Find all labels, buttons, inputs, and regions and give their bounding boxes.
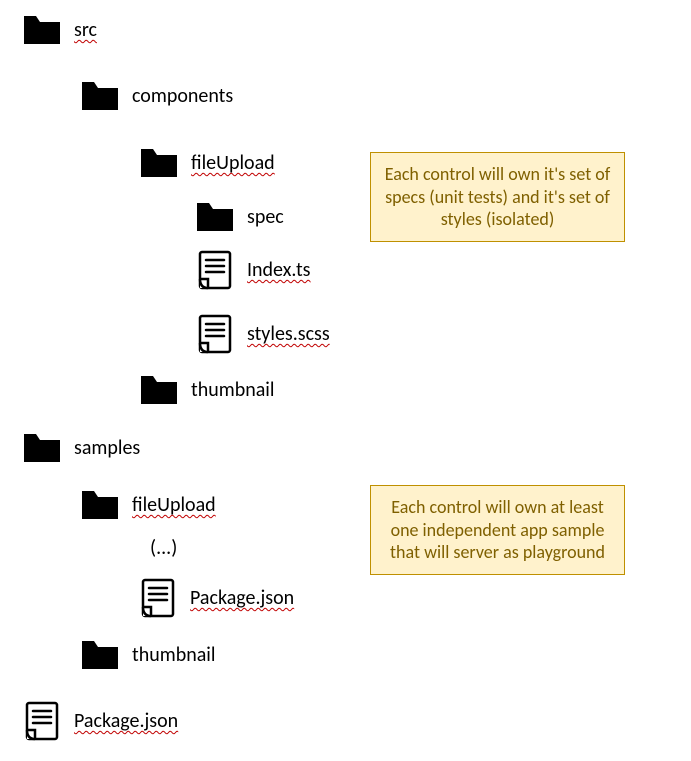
node-package-root: Package.json [22,700,178,742]
file-icon [195,249,235,291]
label-styles-scss: styles.scss [247,323,330,345]
node-index-ts: Index.ts [195,249,311,291]
callout-top-text: Each control will own it's set of specs … [385,163,611,230]
callout-top: Each control will own it's set of specs … [370,152,625,242]
node-package-inner: Package.json [138,577,294,619]
file-icon [195,313,235,355]
node-ellipsis: (...) [150,536,177,560]
folder-icon [139,143,179,183]
node-samples: samples [22,428,140,468]
folder-icon [22,428,62,468]
label-samples: samples [74,437,140,459]
label-fileupload-comp: fileUpload [191,152,275,174]
node-fileupload-samp: fileUpload [80,485,216,525]
node-src: src [22,10,97,50]
callout-bottom-text: Each control will own at least one indep… [390,496,605,563]
label-src: src [74,19,97,41]
label-components: components [132,85,233,107]
folder-icon [22,10,62,50]
node-styles-scss: styles.scss [195,313,330,355]
label-package-root: Package.json [74,710,178,732]
label-thumbnail-samp: thumbnail [132,644,215,666]
node-thumbnail-comp: thumbnail [139,370,274,410]
label-spec: spec [247,206,284,228]
file-icon [22,700,62,742]
label-thumbnail-comp: thumbnail [191,379,274,401]
node-thumbnail-samp: thumbnail [80,635,215,675]
folder-icon [80,76,120,116]
file-icon [138,577,178,619]
tree-diagram: src components fileUpload spec Index.ts … [0,0,691,761]
label-ellipsis: (...) [150,536,177,560]
node-components: components [80,76,233,116]
folder-icon [139,370,179,410]
callout-bottom: Each control will own at least one indep… [370,485,625,575]
label-package-inner: Package.json [190,587,294,609]
node-fileupload-comp: fileUpload [139,143,275,183]
label-index-ts: Index.ts [247,259,311,281]
folder-icon [80,485,120,525]
folder-icon [80,635,120,675]
node-spec: spec [195,197,284,237]
folder-icon [195,197,235,237]
label-fileupload-samp: fileUpload [132,494,216,516]
